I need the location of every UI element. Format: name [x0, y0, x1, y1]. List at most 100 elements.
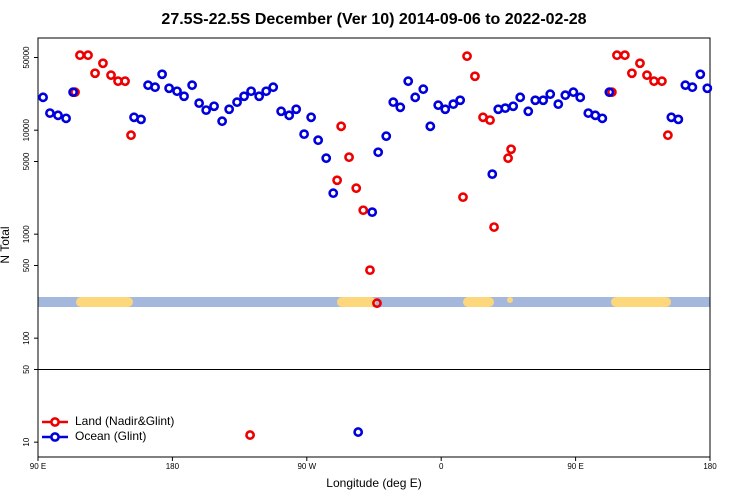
- point: [523, 106, 534, 117]
- point: [487, 169, 498, 180]
- point: [53, 110, 63, 121]
- point: [410, 92, 421, 103]
- y-tick-label: 10000: [22, 119, 31, 142]
- point: [702, 83, 713, 94]
- point: [642, 70, 652, 81]
- point: [351, 183, 362, 194]
- point: [209, 101, 219, 112]
- x-axis-label: Longitude (deg E): [326, 476, 421, 490]
- y-tick-label: 1000: [22, 225, 31, 243]
- point: [217, 116, 228, 127]
- point: [83, 50, 93, 61]
- point: [187, 80, 198, 91]
- point: [470, 71, 480, 82]
- point: [61, 113, 71, 124]
- point: [261, 86, 272, 97]
- x-tick-label: 180: [166, 462, 180, 471]
- point: [245, 430, 255, 440]
- y-axis-label: N Total: [0, 226, 12, 263]
- land-strip: [337, 297, 376, 307]
- point: [306, 112, 317, 123]
- point: [657, 76, 667, 87]
- y-tick-label: 500: [22, 258, 31, 272]
- point: [254, 91, 265, 102]
- point: [545, 89, 556, 100]
- point: [268, 82, 279, 93]
- point: [276, 106, 287, 117]
- point: [164, 83, 175, 94]
- point: [157, 69, 167, 80]
- point: [365, 265, 375, 276]
- point: [455, 95, 466, 106]
- point: [395, 102, 406, 113]
- point: [687, 82, 698, 93]
- point: [126, 130, 136, 141]
- point: [353, 427, 364, 437]
- point: [418, 84, 429, 95]
- point: [489, 222, 499, 232]
- point: [194, 98, 205, 109]
- x-tick-label: 0: [439, 462, 444, 471]
- legend-marker: [50, 417, 60, 427]
- point: [553, 99, 564, 110]
- point: [299, 129, 310, 140]
- land-strip: [76, 297, 133, 307]
- x-tick-label: 90 E: [567, 462, 583, 471]
- point: [224, 104, 235, 115]
- point: [508, 101, 519, 112]
- point: [597, 113, 608, 124]
- point: [336, 121, 347, 132]
- point: [328, 188, 339, 199]
- point: [635, 58, 645, 69]
- point: [321, 153, 332, 164]
- land-strip: [611, 297, 671, 307]
- point: [90, 68, 100, 79]
- point: [619, 50, 630, 61]
- point: [695, 69, 706, 80]
- point: [68, 87, 78, 98]
- point: [232, 97, 242, 108]
- point: [440, 104, 451, 115]
- point: [381, 131, 392, 142]
- point: [367, 207, 378, 218]
- chart-title: 27.5S-22.5S December (Ver 10) 2014-09-06…: [161, 11, 586, 28]
- point: [433, 100, 444, 111]
- point: [388, 97, 399, 108]
- point: [239, 91, 249, 102]
- x-tick-label: 90 E: [30, 462, 46, 471]
- y-tick-label: 10: [22, 437, 31, 446]
- point: [291, 104, 302, 115]
- point: [503, 153, 514, 164]
- point: [568, 87, 579, 98]
- point: [560, 90, 571, 101]
- legend-label: Ocean (Glint): [75, 429, 146, 443]
- point: [515, 92, 526, 103]
- x-tick-label: 180: [703, 462, 717, 471]
- point: [575, 92, 586, 103]
- point: [372, 298, 382, 309]
- point: [662, 130, 673, 141]
- point: [284, 110, 295, 121]
- point: [458, 192, 468, 203]
- point: [332, 175, 343, 186]
- point: [538, 95, 549, 106]
- legend-label: Land (Nadir&Glint): [75, 414, 174, 428]
- point: [98, 58, 108, 69]
- point: [172, 86, 182, 97]
- point: [201, 105, 212, 116]
- point: [120, 76, 130, 87]
- point: [626, 68, 637, 79]
- y-tick-label: 50: [22, 364, 31, 373]
- point: [485, 115, 495, 126]
- point: [45, 108, 55, 118]
- y-tick-label: 100: [22, 331, 31, 345]
- point: [150, 82, 160, 93]
- x-tick-label: 90 W: [297, 462, 316, 471]
- land-strip: [463, 297, 494, 307]
- point: [506, 144, 516, 155]
- point: [373, 147, 384, 158]
- point: [344, 152, 354, 163]
- plot-frame: [37, 37, 711, 458]
